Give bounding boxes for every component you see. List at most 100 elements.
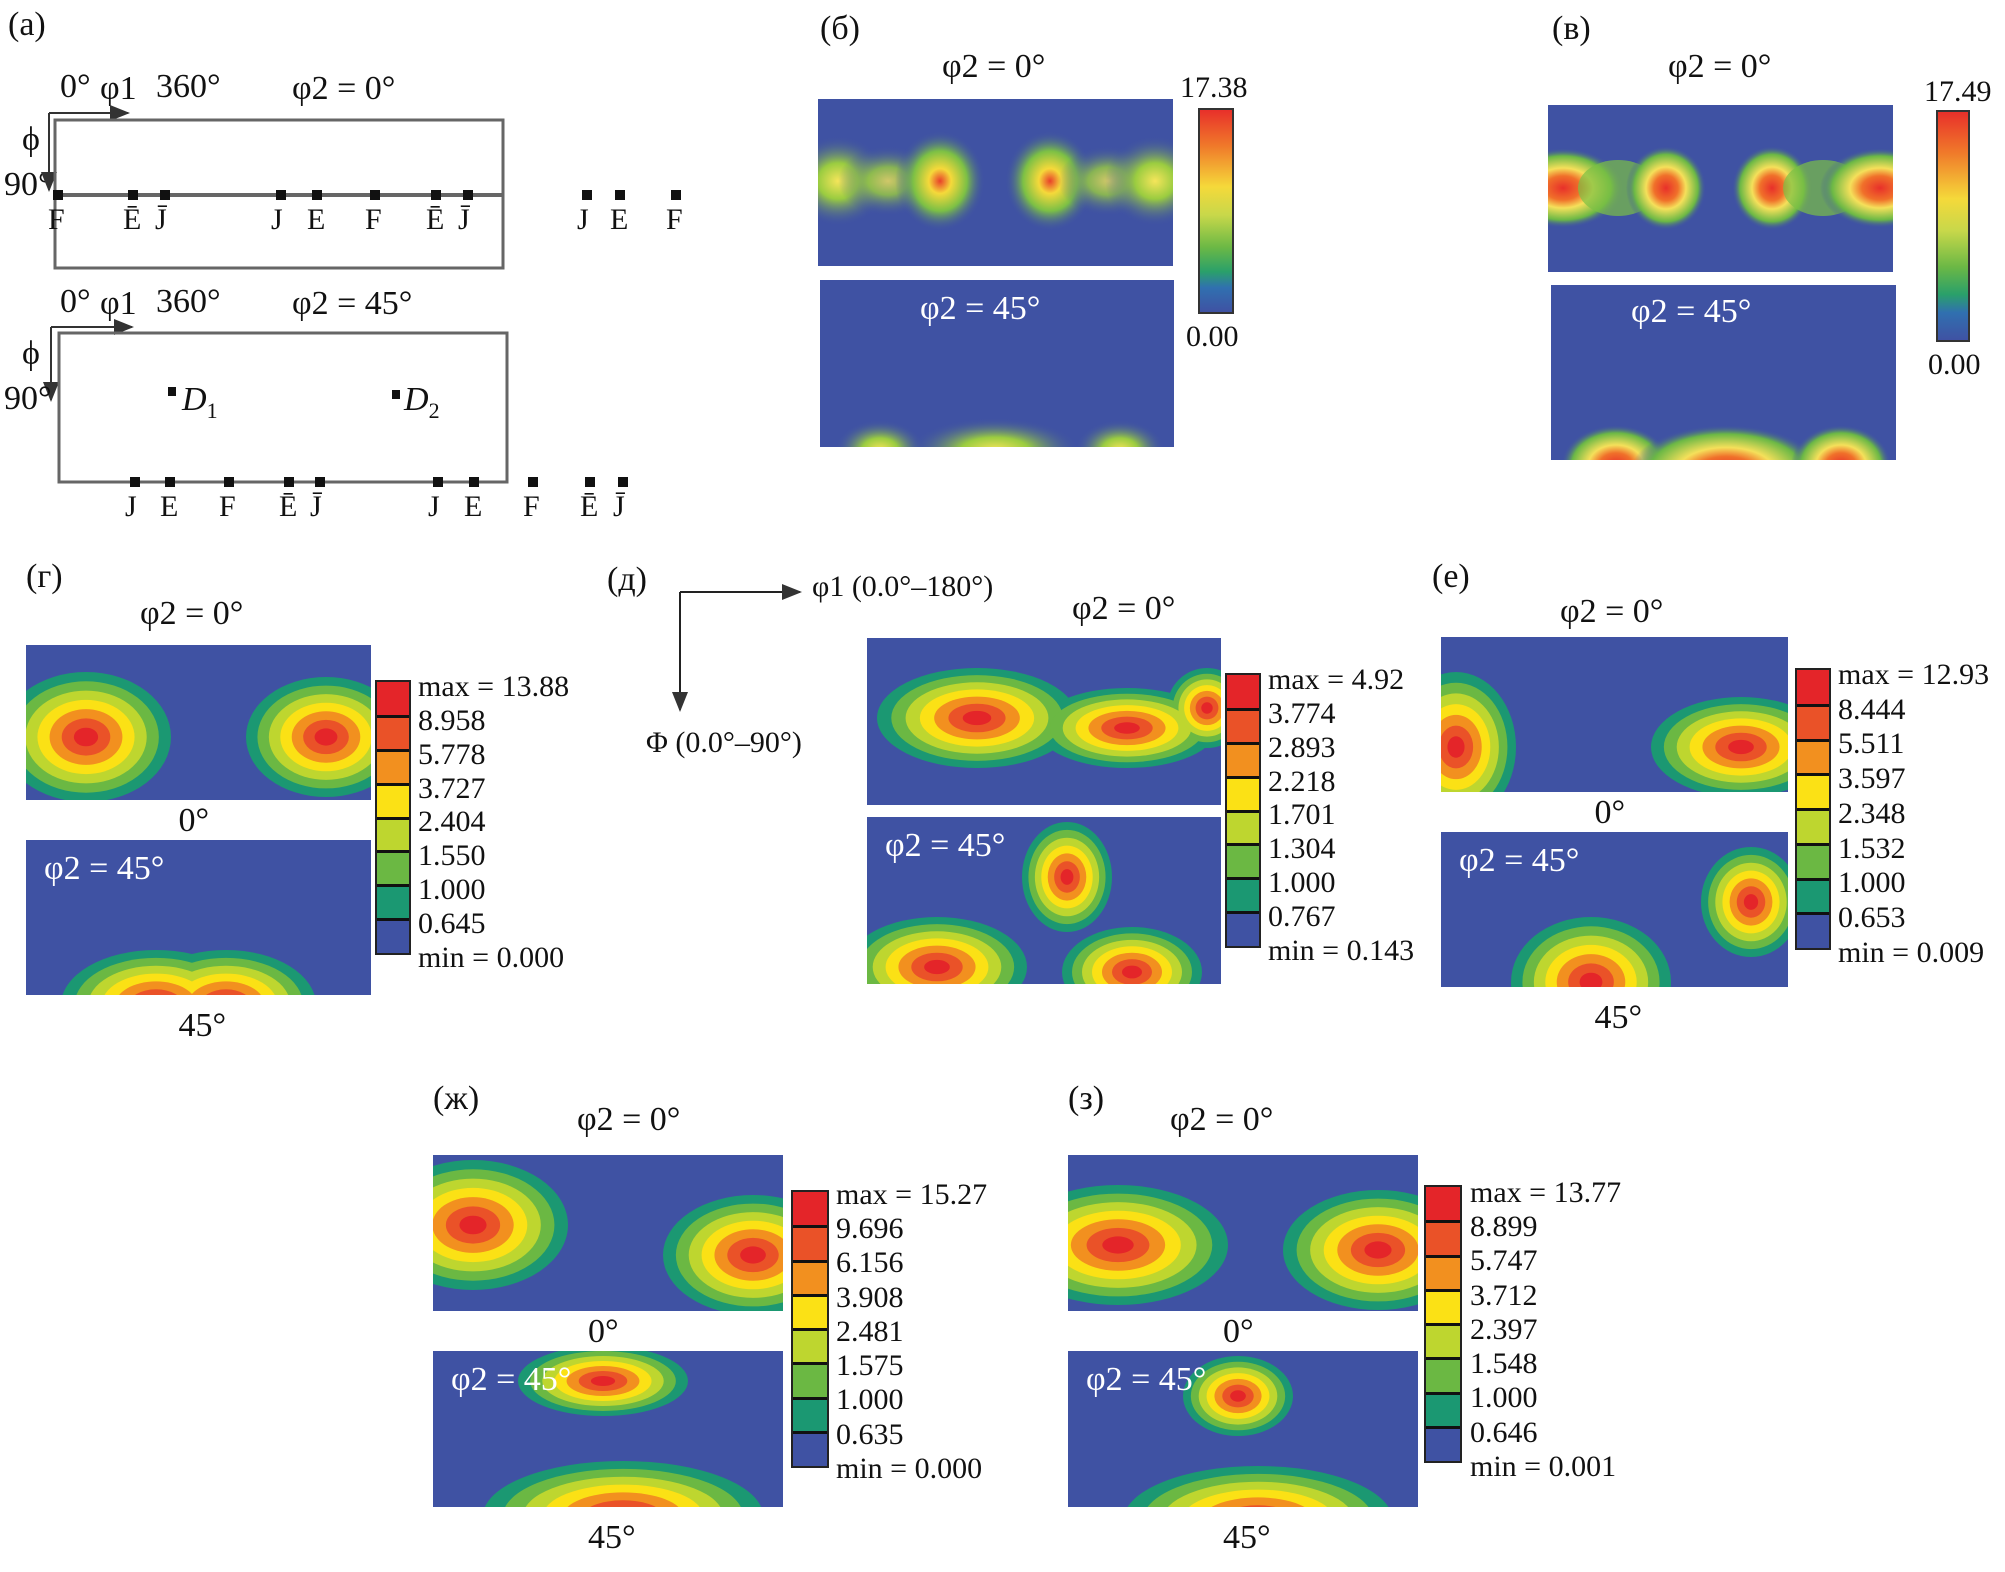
colorbar-level-label: min = 0.001 bbox=[1470, 1449, 1617, 1483]
colorbar-level-label: min = 0.000 bbox=[836, 1451, 983, 1485]
orientation-marker bbox=[160, 190, 170, 200]
colorbar-level-label: 2.397 bbox=[1470, 1312, 1538, 1346]
contour-band bbox=[1364, 1241, 1392, 1259]
ideal-orientation-diagram bbox=[41, 105, 681, 487]
b-odf-map-phi2-45: φ2 = 45° bbox=[820, 280, 1174, 447]
b-peak bbox=[1105, 136, 1173, 226]
b-peak bbox=[1005, 131, 1095, 231]
colorbar-band bbox=[1426, 1426, 1460, 1461]
colorbar-divider bbox=[377, 816, 409, 820]
colorbar-divider bbox=[1426, 1323, 1460, 1326]
colorbar-band bbox=[1797, 774, 1829, 809]
colorbar-level-label: 2.218 bbox=[1268, 764, 1336, 798]
colorbar-band bbox=[377, 783, 409, 818]
colorbar-level-label: 2.893 bbox=[1268, 730, 1336, 764]
contour-band bbox=[459, 1215, 487, 1235]
g-caption-0: 0° bbox=[178, 802, 210, 839]
e-title-phi2-0: φ2 = 0° bbox=[1560, 593, 1664, 630]
orientation-marker bbox=[276, 190, 286, 200]
colorbar-level-label: 5.747 bbox=[1470, 1244, 1538, 1278]
marker-D2 bbox=[392, 390, 400, 399]
phi1-start-label: 0° bbox=[60, 68, 91, 105]
colorbar-band bbox=[377, 817, 409, 852]
colorbar-band bbox=[1227, 844, 1259, 879]
colorbar-band bbox=[377, 682, 409, 716]
colorbar-divider bbox=[1797, 842, 1829, 846]
colorbar-divider bbox=[377, 748, 409, 752]
contour-band bbox=[1579, 972, 1603, 987]
label-D2: D2 bbox=[404, 381, 440, 423]
colorbar-level-label: 1.701 bbox=[1268, 798, 1336, 832]
colorbar-divider bbox=[793, 1225, 827, 1229]
b-colorbar bbox=[1198, 108, 1234, 314]
colorbar-band bbox=[1227, 742, 1259, 777]
colorbar-divider bbox=[1227, 843, 1259, 847]
v-colorbar bbox=[1936, 110, 1970, 342]
colorbar-band bbox=[793, 1329, 827, 1364]
orientation-marker-label: E bbox=[610, 203, 629, 236]
contour-band bbox=[924, 959, 950, 975]
Phi-symbol: ϕ bbox=[22, 121, 40, 158]
panel-label-a: (a) bbox=[8, 6, 46, 43]
colorbar-band bbox=[1227, 810, 1259, 845]
colorbar-divider bbox=[1426, 1254, 1460, 1258]
z-caption-45: 45° bbox=[1223, 1519, 1271, 1556]
zh-caption-45: 45° bbox=[588, 1519, 636, 1556]
orientation-marker-label: J bbox=[271, 203, 283, 236]
Phi-end-label-2: 90° bbox=[4, 380, 52, 417]
orientation-marker-label: E bbox=[160, 490, 179, 523]
orientation-marker bbox=[615, 190, 625, 200]
colorbar-band bbox=[793, 1431, 827, 1466]
z-colorbar bbox=[1424, 1185, 1462, 1463]
colorbar-divider bbox=[377, 714, 409, 718]
orientation-marker-label: Ē bbox=[279, 490, 298, 523]
colorbar-divider bbox=[1426, 1357, 1460, 1361]
colorbar-level-label: 1.548 bbox=[1470, 1347, 1538, 1381]
contour-band bbox=[314, 728, 338, 746]
colorbar-band bbox=[1797, 878, 1829, 914]
colorbar-band bbox=[377, 715, 409, 750]
contour-band bbox=[1240, 1505, 1276, 1507]
colorbar-band bbox=[1797, 704, 1829, 740]
contour-band bbox=[1122, 965, 1142, 979]
colorbar-band bbox=[1426, 1358, 1460, 1393]
contour-band bbox=[1211, 1497, 1305, 1507]
colorbar-band bbox=[1227, 912, 1259, 946]
orientation-marker-label: E bbox=[464, 490, 483, 523]
colorbar-level-label: 1.000 bbox=[1268, 866, 1336, 900]
colorbar-band bbox=[1797, 809, 1829, 844]
panel-label-zh: (ж) bbox=[433, 1080, 480, 1117]
colorbar-level-label: 3.774 bbox=[1268, 696, 1336, 730]
orientation-marker bbox=[128, 190, 138, 200]
contour-band bbox=[119, 981, 193, 995]
colorbar-band bbox=[1426, 1289, 1460, 1324]
colorbar-level-label: 0.635 bbox=[836, 1417, 904, 1451]
label-D1: D1 bbox=[182, 381, 218, 423]
contour-band bbox=[1230, 1390, 1246, 1402]
g-title-phi2-45: φ2 = 45° bbox=[44, 850, 165, 887]
colorbar-level-label: 3.712 bbox=[1470, 1278, 1538, 1312]
orientation-marker bbox=[582, 190, 592, 200]
zh-odf-map-phi2-0 bbox=[433, 1155, 783, 1311]
colorbar-level-label: 9.696 bbox=[836, 1212, 904, 1246]
marker-D1 bbox=[168, 387, 176, 396]
orientation-marker bbox=[165, 477, 175, 487]
colorbar-band bbox=[1227, 878, 1259, 913]
v-peak bbox=[1732, 146, 1812, 230]
colorbar-level-label: max = 13.88 bbox=[418, 670, 570, 703]
panel-label-b: (б) bbox=[820, 10, 860, 47]
orientation-marker-label: F bbox=[48, 203, 65, 236]
colorbar-level-label: 5.511 bbox=[1838, 727, 1905, 761]
colorbar-divider bbox=[1227, 775, 1259, 779]
z-odf-map-phi2-0 bbox=[1068, 1155, 1418, 1311]
v-colorbar-max: 17.49 bbox=[1924, 75, 1992, 108]
b-peak bbox=[895, 131, 985, 231]
contour-band bbox=[740, 1246, 766, 1264]
orientation-marker bbox=[224, 477, 234, 487]
orientation-marker-label: J̄ bbox=[458, 203, 470, 236]
colorbar-band bbox=[1426, 1392, 1460, 1427]
panel-label-z: (з) bbox=[1068, 1080, 1105, 1117]
orientation-marker-label: J̄ bbox=[155, 203, 167, 236]
orientation-marker bbox=[463, 190, 473, 200]
colorbar-level-label: 3.597 bbox=[1838, 762, 1906, 796]
